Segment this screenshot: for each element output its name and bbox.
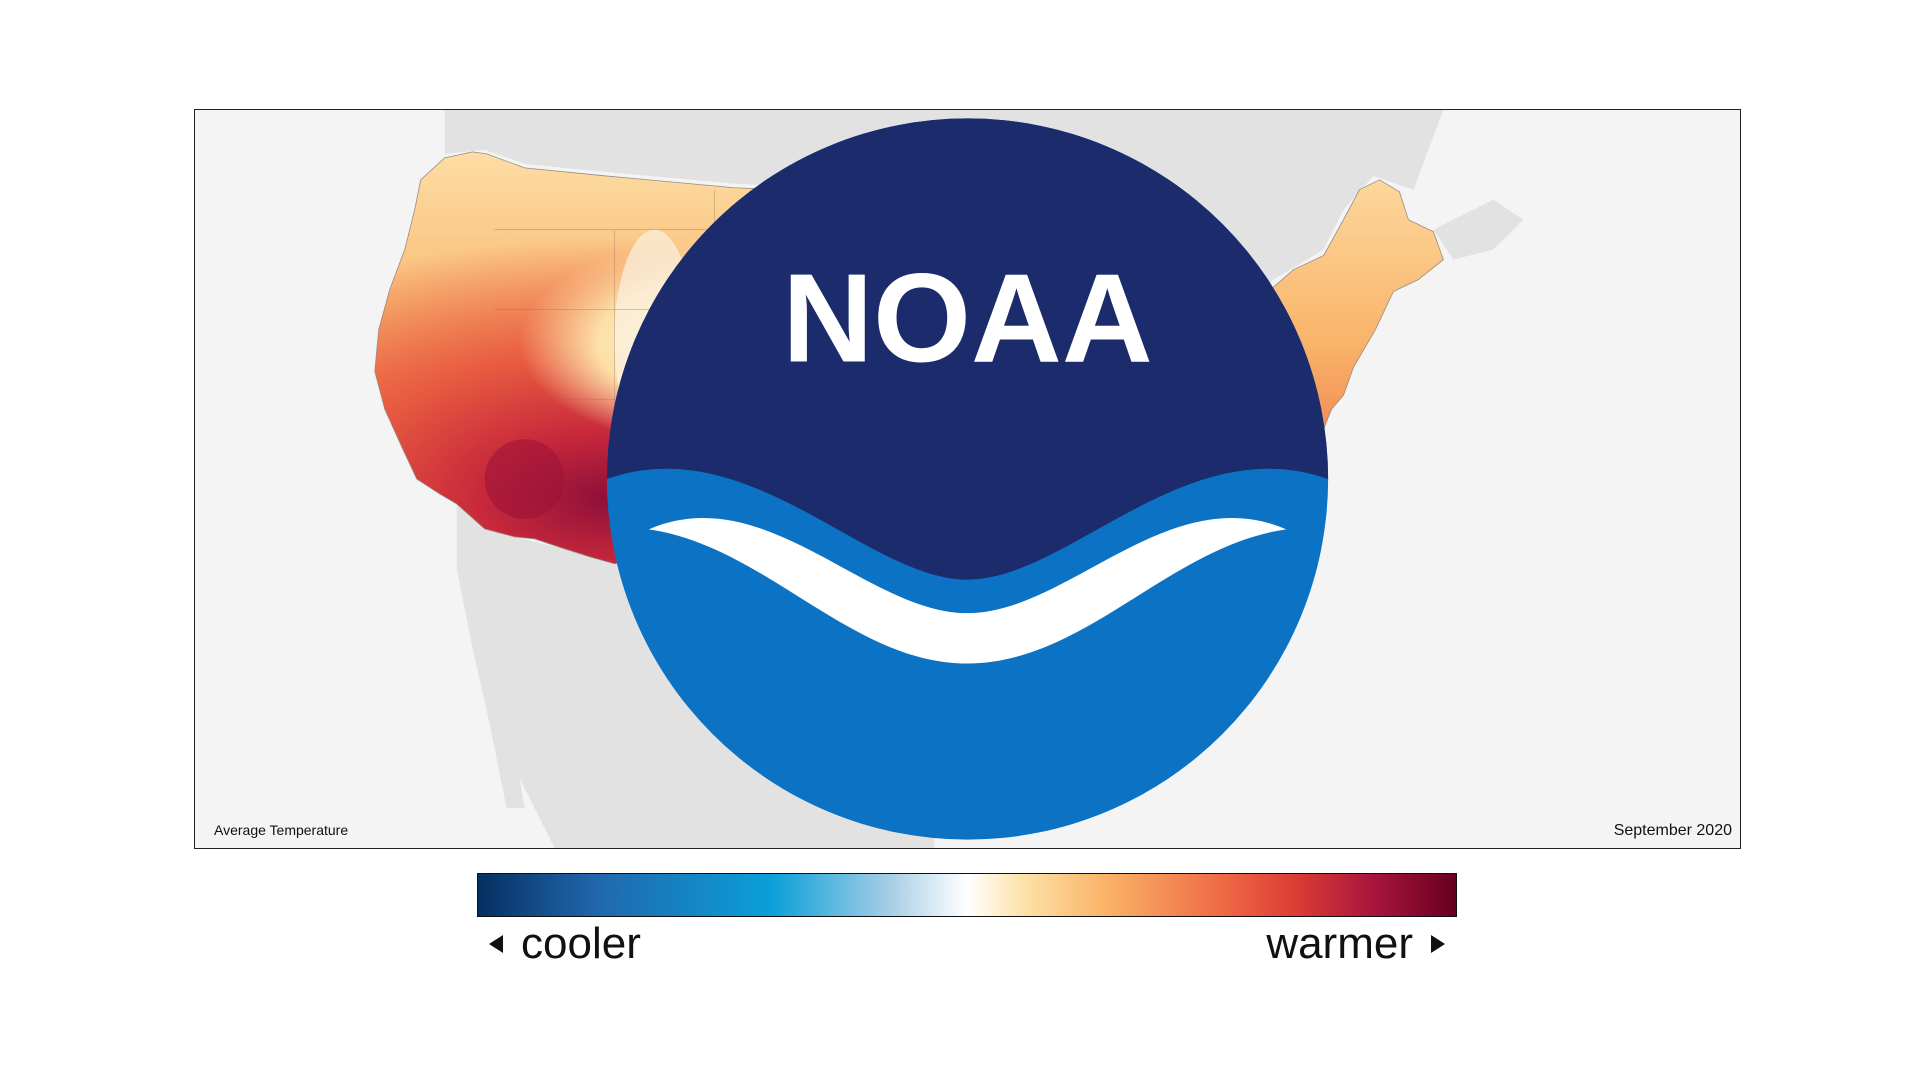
arrow-right-icon: [1431, 935, 1445, 953]
map-date: September 2020: [1613, 822, 1732, 839]
arrow-left-icon: [489, 935, 503, 953]
legend-warm: warmer: [1266, 918, 1445, 970]
noaa-logo-text: NOAA: [782, 248, 1152, 389]
legend-cool-label: cooler: [521, 919, 641, 968]
temperature-colorbar: [477, 873, 1457, 917]
map-caption: Average Temperature: [214, 822, 349, 838]
legend-cool: cooler: [489, 918, 641, 970]
temperature-map: NOAA Average Temperature September 2020: [194, 109, 1741, 849]
legend-warm-label: warmer: [1266, 919, 1413, 968]
nova-scotia: [1433, 199, 1524, 260]
noaa-logo: NOAA: [606, 118, 1329, 840]
baja-peninsula: [456, 503, 525, 809]
